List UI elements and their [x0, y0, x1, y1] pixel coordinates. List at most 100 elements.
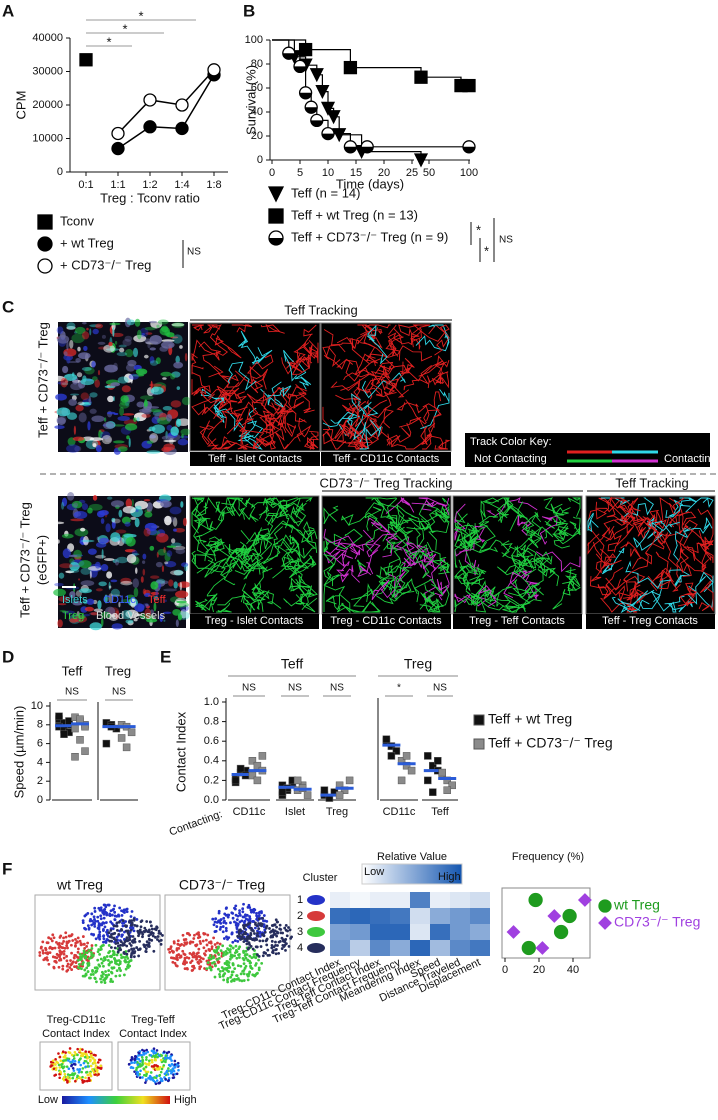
map-dot [160, 1067, 164, 1071]
micrograph-blob [135, 505, 142, 510]
tsne-dot [93, 977, 97, 980]
tsne-dot [221, 944, 225, 948]
track [486, 496, 538, 517]
track [530, 511, 542, 539]
track [408, 514, 445, 548]
track [428, 509, 450, 551]
micrograph-blob [120, 580, 133, 586]
map-dot [63, 1069, 66, 1073]
y-tick-label: 0 [57, 166, 63, 178]
micrograph-blob [72, 601, 83, 606]
x-axis-title: Treg : Tconv ratio [100, 190, 200, 205]
map-dot [150, 1065, 154, 1068]
map-dot [85, 1053, 88, 1056]
tsne-dot [290, 935, 293, 939]
track [240, 590, 270, 611]
micrograph-blob [142, 568, 146, 576]
map-dot [86, 1073, 90, 1077]
data-point [387, 752, 396, 760]
track [347, 430, 378, 450]
micrograph-blob [164, 599, 167, 603]
tsne-dot [217, 911, 221, 915]
track [245, 534, 273, 580]
map-dot [160, 1054, 164, 1057]
track [361, 372, 406, 399]
micrograph-blob [95, 541, 107, 548]
tsne-dot [100, 961, 104, 965]
tsne-dot [102, 956, 106, 960]
tsne-dot [280, 936, 284, 940]
legend-label: Teff + wt Treg [488, 711, 572, 727]
tsne-dot [65, 964, 69, 968]
track [323, 354, 386, 379]
micrograph-blob [79, 402, 92, 406]
track [301, 527, 317, 559]
map-dot [141, 1048, 144, 1052]
tsne-dot [38, 951, 42, 954]
micrograph-blob [162, 611, 172, 614]
map-dot [73, 1060, 77, 1063]
tsne-dot [235, 956, 239, 960]
marker [310, 113, 324, 128]
tsne-dot [203, 952, 206, 956]
micrograph-blob [131, 499, 134, 507]
cluster-swatch [307, 911, 325, 921]
tsne-dot [64, 931, 68, 935]
track [191, 393, 222, 419]
micrograph-blob [56, 407, 71, 417]
track [260, 323, 285, 334]
track [285, 354, 311, 370]
micrograph-blob [90, 612, 99, 616]
tsne-dot [263, 919, 267, 923]
track [484, 586, 513, 607]
micrograph-blob [118, 344, 127, 348]
micrograph-blob [132, 578, 139, 589]
marker [562, 908, 577, 924]
micrograph-blob [88, 503, 103, 511]
track [237, 435, 263, 450]
tsne-dot [234, 944, 238, 948]
track [434, 439, 451, 450]
micrograph-blob [70, 518, 85, 522]
tsne-dot [228, 966, 232, 969]
micrograph-blob [184, 352, 188, 362]
series-line [117, 74, 215, 150]
marker [343, 140, 358, 154]
micrograph-blob [105, 437, 112, 443]
track [587, 525, 615, 555]
tsne-dot [216, 941, 219, 945]
tsne-dot [154, 935, 157, 939]
tsne-dot [276, 944, 279, 947]
micrograph-blob [156, 532, 169, 543]
map-dot [154, 1064, 158, 1067]
track [629, 512, 652, 541]
map-dot [73, 1050, 77, 1054]
micrograph-blob [66, 355, 71, 364]
heatmap-cell [410, 908, 430, 924]
micrograph-blob [104, 594, 108, 604]
tsne-dot [226, 915, 230, 919]
micrograph-blob [53, 588, 66, 597]
micrograph-blob [164, 515, 172, 526]
tsne-dot [90, 947, 94, 950]
map-title: Contact Index [119, 1028, 187, 1040]
tsne-dot [129, 944, 133, 947]
track [290, 577, 318, 611]
tsne-dot [197, 954, 201, 958]
tsne-dot [115, 969, 119, 973]
micrograph-blob [145, 618, 158, 623]
heatmap-cell [370, 924, 390, 940]
track [512, 579, 542, 607]
micrograph-blob [159, 613, 164, 623]
track [391, 566, 418, 599]
track [673, 528, 689, 562]
track [234, 560, 273, 575]
tsne-dot [183, 967, 187, 971]
micrograph-blob [98, 537, 110, 544]
track [631, 532, 665, 570]
tsne-dot [246, 959, 250, 962]
micrograph-blob [181, 562, 189, 568]
track [217, 504, 236, 522]
tsne-dot [100, 980, 103, 984]
tsne-dot [193, 933, 196, 937]
